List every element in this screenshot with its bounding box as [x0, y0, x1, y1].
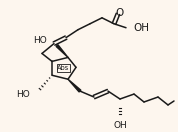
- Text: OH: OH: [133, 23, 149, 33]
- Polygon shape: [56, 45, 68, 57]
- Polygon shape: [68, 79, 81, 92]
- Text: HO: HO: [33, 36, 47, 45]
- Text: OH: OH: [113, 121, 127, 130]
- Text: O: O: [116, 8, 124, 18]
- Text: Abs: Abs: [57, 65, 69, 71]
- FancyBboxPatch shape: [57, 64, 69, 72]
- Text: HO: HO: [16, 90, 30, 99]
